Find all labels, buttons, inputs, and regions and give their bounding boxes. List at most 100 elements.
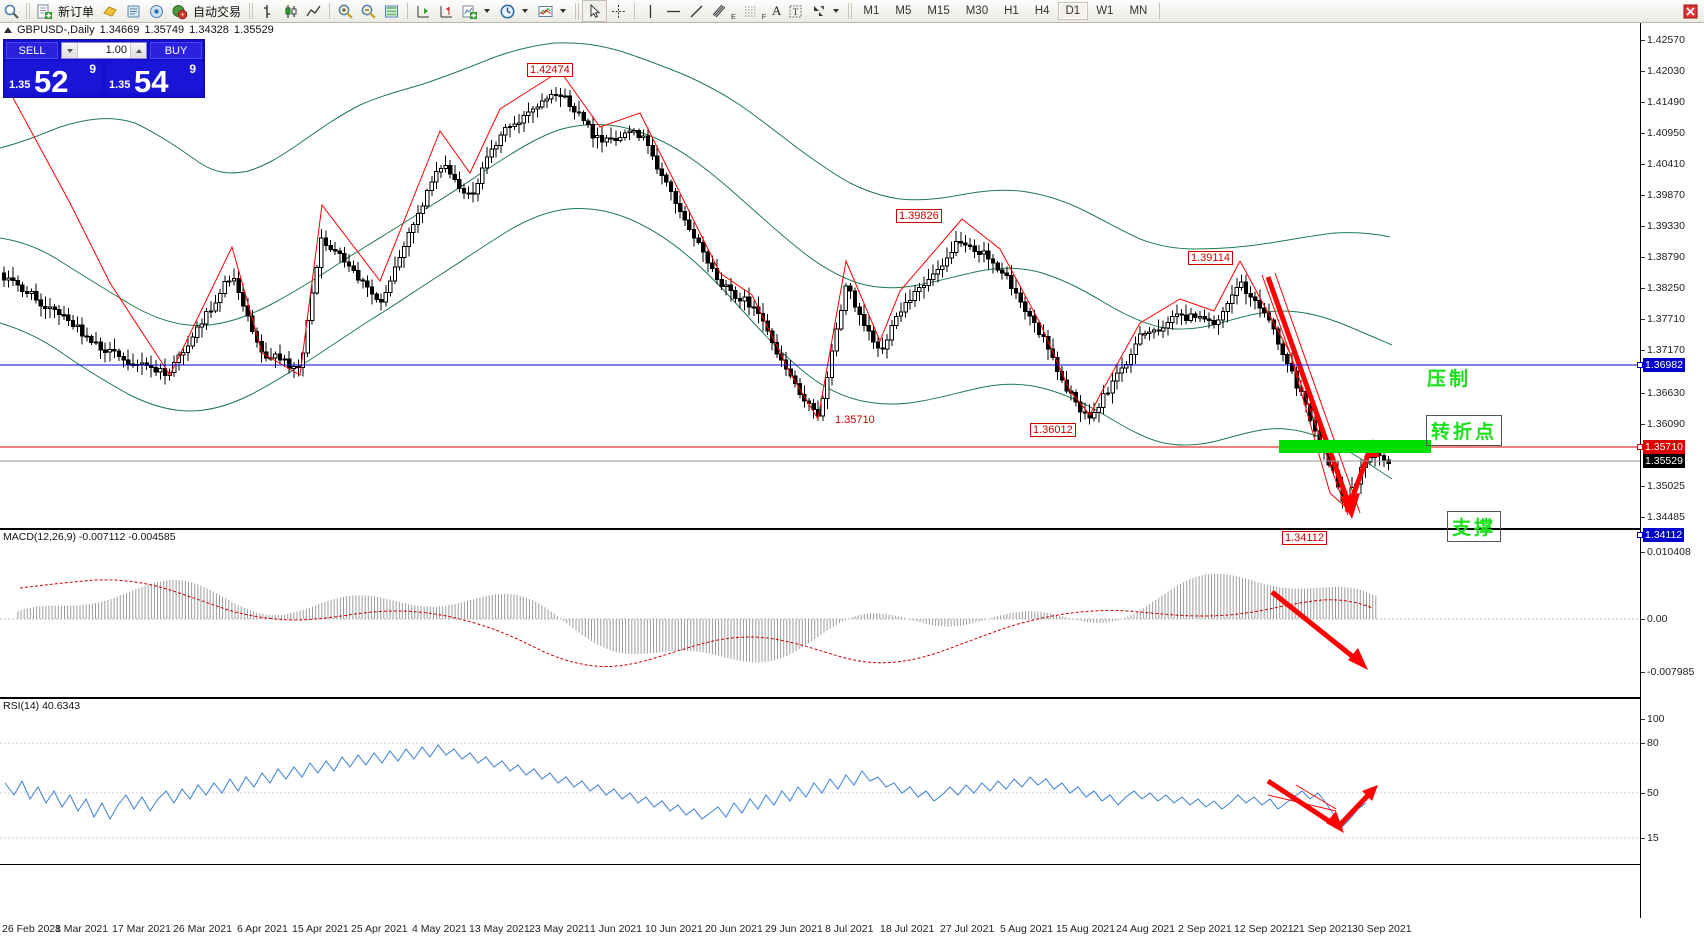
timeframe-mn[interactable]: MN — [1129, 5, 1148, 17]
cursor-tool-button[interactable] — [582, 0, 608, 22]
price-tick-138250: 1.38250 — [1647, 282, 1685, 294]
drawn-channel-lines[interactable] — [1261, 272, 1361, 516]
price-line-handle[interactable] — [1637, 362, 1643, 368]
bar-chart-button[interactable] — [256, 1, 279, 21]
crosshair-tool-button[interactable] — [607, 1, 630, 21]
date-tick-5: 15 Apr 2021 — [292, 923, 349, 935]
sell-button[interactable]: SELL — [6, 42, 58, 59]
macd-tick-0007985: -0.007985 — [1647, 666, 1695, 678]
volume-increment-button[interactable] — [130, 43, 146, 58]
line-chart-button[interactable] — [302, 1, 325, 21]
new-order-button[interactable]: 新订单 — [33, 1, 99, 21]
templates-button[interactable] — [534, 1, 572, 21]
annotation-turning-point-note[interactable]: 转折点 — [1426, 415, 1503, 446]
auto-scroll-button[interactable] — [412, 1, 435, 21]
indicators-menu-button[interactable] — [458, 1, 496, 21]
horizontal-line-tool-button[interactable] — [662, 1, 685, 21]
buy-price-cell[interactable]: 1.35 54 9 — [106, 61, 202, 97]
arrows-menu-button[interactable] — [807, 1, 845, 21]
chart-shift-button[interactable] — [435, 1, 458, 21]
price-line-handle[interactable] — [1637, 444, 1643, 450]
price-tick-138790: 1.38790 — [1647, 251, 1685, 263]
price-pane[interactable]: 1.42474 1.39826 1.39114 1.35710 1.36012 … — [0, 23, 1640, 545]
chevron-down-icon[interactable] — [484, 9, 491, 13]
scale-tick-mark — [1641, 424, 1645, 425]
chevron-down-icon-3[interactable] — [560, 9, 567, 13]
macd-pane[interactable]: MACD(12,26,9) -0.007112 -0.004585 — [0, 530, 1640, 699]
price-label-136012[interactable]: 1.36012 — [1030, 423, 1076, 437]
timeframe-h1[interactable]: H1 — [1004, 5, 1019, 17]
date-tick-21: 12 Sep 2021 — [1234, 923, 1294, 935]
price-label-134112-chart[interactable]: 1.34112 — [1282, 531, 1327, 545]
price-label-black-135529[interactable]: 1.35529 — [1643, 454, 1685, 468]
chevron-down-icon-2[interactable] — [522, 9, 529, 13]
macd-drawn-arrow[interactable] — [1270, 590, 1368, 670]
zoom-in-button[interactable] — [334, 1, 357, 21]
volume-value[interactable]: 1.00 — [105, 44, 127, 56]
turning-point-zone-bar[interactable] — [1279, 440, 1431, 453]
drawn-downtrend-arrow[interactable] — [1265, 276, 1360, 519]
buy-button[interactable]: BUY — [150, 42, 202, 59]
timeframe-w1[interactable]: W1 — [1096, 5, 1114, 17]
timeframe-m30[interactable]: M30 — [965, 5, 989, 17]
macd-header: MACD(12,26,9) -0.007112 -0.004585 — [3, 531, 176, 543]
vertical-line-tool-button[interactable] — [639, 1, 662, 21]
autotrading-button[interactable]: 自动交易 — [168, 1, 246, 21]
price-label-135710-chart[interactable]: 1.35710 — [833, 414, 877, 426]
navigator-button[interactable] — [145, 1, 168, 21]
new-order-label: 新订单 — [58, 4, 95, 19]
fibonacci-tool-button[interactable]: F — [739, 1, 769, 21]
scale-tick-mark — [1641, 393, 1645, 394]
data-window-button[interactable] — [122, 1, 145, 21]
volume-decrement-button[interactable] — [62, 43, 78, 58]
buy-price-big: 54 — [134, 64, 169, 99]
price-label-red-135710[interactable]: 1.35710 — [1643, 440, 1685, 454]
market-watch-button[interactable] — [99, 1, 122, 21]
annotation-resistance-note[interactable]: 压制 — [1427, 369, 1472, 390]
chart-area[interactable]: 1.42474 1.39826 1.39114 1.35710 1.36012 … — [0, 23, 1704, 941]
sell-price-cell[interactable]: 1.35 52 9 — [6, 61, 102, 97]
zoom-out-button[interactable] — [357, 1, 380, 21]
data-grid-button[interactable] — [380, 1, 403, 21]
price-label-blue-134112[interactable]: 1.34112 — [1643, 528, 1685, 542]
text-label-tool-button[interactable]: T — [784, 1, 807, 21]
rsi-tick-100: 100 — [1647, 713, 1665, 725]
timeframe-d1[interactable]: D1 — [1057, 2, 1089, 20]
equidistant-channel-tool-button[interactable]: E — [708, 1, 739, 21]
timeframe-m1[interactable]: M1 — [863, 5, 880, 17]
scale-tick-mark — [1641, 164, 1645, 165]
close-chart-button[interactable] — [1679, 1, 1702, 21]
text-tool-button[interactable]: A — [769, 1, 784, 21]
scale-tick-mark — [1641, 743, 1645, 744]
collapse-triangle-icon[interactable] — [4, 26, 12, 33]
date-tick-10: 1 Jun 2021 — [590, 923, 642, 935]
date-tick-4: 6 Apr 2021 — [237, 923, 288, 935]
timeframe-m5[interactable]: M5 — [895, 5, 912, 17]
trendline-tool-button[interactable] — [685, 1, 708, 21]
scale-tick-mark — [1641, 793, 1645, 794]
ohlc-high: 1.35749 — [144, 23, 185, 36]
macd-tick-0010408: 0.010408 — [1647, 546, 1691, 558]
scale-tick-mark — [1641, 486, 1645, 487]
annotation-support-note[interactable]: 支撑 — [1447, 511, 1502, 542]
timeframe-m15[interactable]: M15 — [927, 5, 950, 17]
rsi-drawn-arrow-up[interactable] — [1336, 785, 1378, 829]
price-line-handle[interactable] — [1637, 532, 1643, 538]
period-menu-button[interactable] — [496, 1, 534, 21]
price-scale[interactable]: 1.42570 1.42030 1.41490 1.40950 1.40410 1.398… — [1637, 23, 1704, 918]
scale-tick-mark — [1641, 619, 1645, 620]
candlestick-chart-button[interactable] — [279, 1, 302, 21]
price-label-142474[interactable]: 1.42474 — [527, 63, 573, 77]
price-label-139826[interactable]: 1.39826 — [896, 209, 942, 223]
timeframe-h4[interactable]: H4 — [1034, 5, 1050, 17]
rsi-pane[interactable]: RSI(14) 40.6343 — [0, 699, 1640, 865]
toolbar-separator-2 — [407, 3, 409, 19]
chevron-down-icon-4[interactable] — [833, 9, 840, 13]
toolbar-find-button[interactable] — [0, 1, 23, 21]
price-label-blue-136982[interactable]: 1.36982 — [1643, 358, 1685, 372]
volume-stepper[interactable]: 1.00 — [61, 42, 147, 59]
sell-price-prefix: 1.35 — [9, 79, 31, 91]
date-tick-13: 29 Jun 2021 — [765, 923, 823, 935]
price-label-139114[interactable]: 1.39114 — [1188, 251, 1233, 265]
date-tick-15: 18 Jul 2021 — [880, 923, 935, 935]
